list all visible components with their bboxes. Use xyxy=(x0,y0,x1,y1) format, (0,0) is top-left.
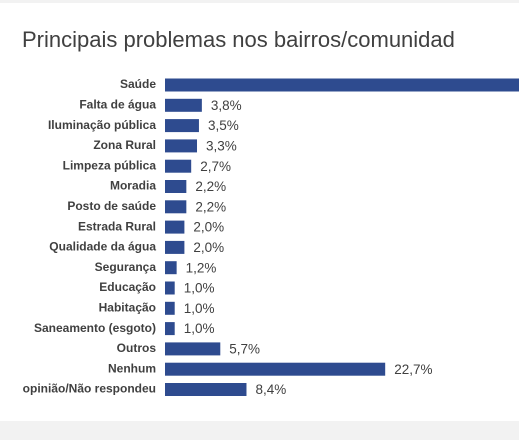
category-label: Educação xyxy=(99,280,156,294)
value-label: 1,0% xyxy=(184,301,215,316)
category-label: Qualidade da água xyxy=(49,240,156,254)
value-label: 2,2% xyxy=(195,179,226,194)
category-label: Posto de saúde xyxy=(67,199,156,213)
value-label: 1,0% xyxy=(184,321,215,336)
category-label: Nenhum xyxy=(108,361,156,375)
bar xyxy=(165,119,199,133)
value-label: 3,3% xyxy=(206,138,237,153)
category-label: Falta de água xyxy=(79,97,156,111)
bar xyxy=(165,322,175,336)
category-label: Segurança xyxy=(95,260,157,274)
category-label: Iluminação pública xyxy=(48,118,156,132)
category-label: Moradia xyxy=(110,179,156,193)
category-label: Saúde xyxy=(120,77,156,91)
category-label: Limpeza pública xyxy=(63,158,157,172)
bar xyxy=(165,139,198,153)
bar xyxy=(165,98,202,112)
value-label: 2,7% xyxy=(200,159,231,174)
bar xyxy=(165,362,386,376)
value-label: 3,5% xyxy=(208,118,239,133)
value-label: 2,0% xyxy=(193,220,224,235)
value-label: 8,4% xyxy=(255,382,286,397)
value-label: 22,7% xyxy=(394,362,432,377)
chart-title: Principais problemas nos bairros/comunid… xyxy=(22,27,455,52)
value-label: 2,0% xyxy=(193,240,224,255)
category-label: Zona Rural xyxy=(93,138,156,152)
bar xyxy=(165,180,187,193)
bar xyxy=(165,301,175,315)
category-label: Estrada Rural xyxy=(78,219,156,233)
category-label: opinião/Não respondeu xyxy=(23,382,156,396)
value-label: 5,7% xyxy=(229,341,260,356)
bar xyxy=(165,159,192,173)
bar xyxy=(165,200,187,214)
bar xyxy=(165,78,519,92)
bar xyxy=(165,261,177,275)
value-label: 3,8% xyxy=(211,98,242,113)
bar xyxy=(165,281,175,295)
category-label: Saneamento (esgoto) xyxy=(34,321,156,335)
value-label: 1,2% xyxy=(186,260,217,275)
value-label: 2,2% xyxy=(195,199,226,214)
bar xyxy=(165,383,247,396)
bar xyxy=(165,240,185,254)
bar xyxy=(165,342,221,356)
category-label: Outros xyxy=(117,341,157,355)
value-label: 1,0% xyxy=(184,281,215,296)
category-label: Habitação xyxy=(99,300,156,314)
bar xyxy=(165,220,185,234)
plot-background xyxy=(0,3,519,421)
